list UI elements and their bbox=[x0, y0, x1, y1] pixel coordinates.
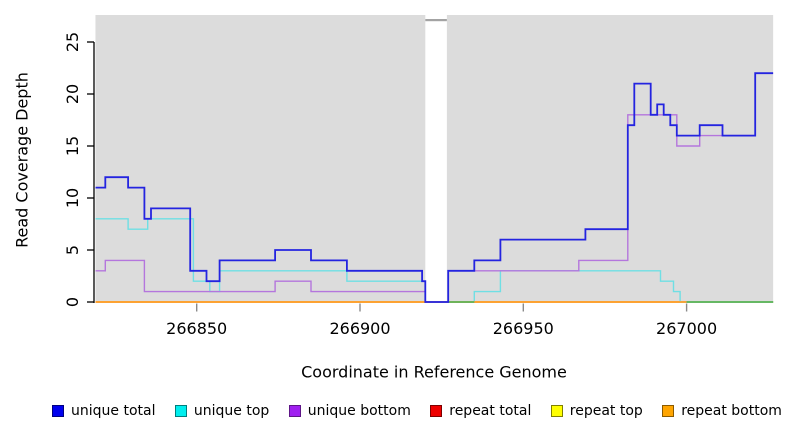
legend-swatch-unique-top bbox=[174, 405, 187, 417]
legend-label: unique total bbox=[71, 403, 156, 419]
y-tick-label: 20 bbox=[63, 84, 82, 104]
legend-item-unique-total: unique total bbox=[52, 404, 155, 418]
masked-region-cap bbox=[425, 19, 447, 22]
legend-label: unique top bbox=[193, 403, 270, 419]
masked-region bbox=[425, 15, 447, 303]
legend-item-unique-bottom: unique bottom bbox=[288, 403, 411, 419]
y-tick-label: 25 bbox=[63, 32, 82, 52]
legend-label: repeat top bbox=[569, 403, 643, 419]
series-line-unique-top bbox=[95, 218, 774, 303]
legend-swatch-repeat-bottom bbox=[662, 405, 675, 417]
y-tick-label: 0 bbox=[63, 297, 82, 307]
legend-item-unique-top: unique top bbox=[174, 403, 270, 419]
legend-label: repeat bottom bbox=[681, 403, 782, 419]
y-axis-title: Read Coverage Depth bbox=[12, 72, 32, 248]
legend-label: unique bottom bbox=[307, 403, 411, 419]
y-tick-label: 15 bbox=[63, 136, 82, 156]
legend-swatch-repeat-total bbox=[430, 405, 443, 417]
legend-swatch-unique-total bbox=[52, 405, 64, 417]
y-tick-label: 5 bbox=[63, 245, 82, 255]
legend-swatch-repeat-top bbox=[550, 405, 563, 417]
series-line-unique-total bbox=[95, 72, 774, 303]
legend-item-repeat-bottom: repeat bottom bbox=[662, 404, 782, 418]
legend: unique total unique top unique bottom repea… bbox=[52, 401, 782, 421]
x-tick-label: 267000 bbox=[656, 319, 717, 338]
x-tick-label: 266950 bbox=[493, 319, 554, 338]
x-tick-label: 266850 bbox=[166, 319, 227, 338]
x-axis-title: Coordinate in Reference Genome bbox=[301, 362, 567, 382]
legend-item-repeat-top: repeat top bbox=[550, 403, 643, 419]
legend-item-repeat-total: repeat total bbox=[430, 404, 531, 418]
y-tick-label: 10 bbox=[63, 188, 82, 208]
x-tick-label: 266900 bbox=[329, 319, 390, 338]
legend-swatch-unique-bottom bbox=[288, 405, 301, 417]
legend-label: repeat total bbox=[449, 403, 532, 419]
